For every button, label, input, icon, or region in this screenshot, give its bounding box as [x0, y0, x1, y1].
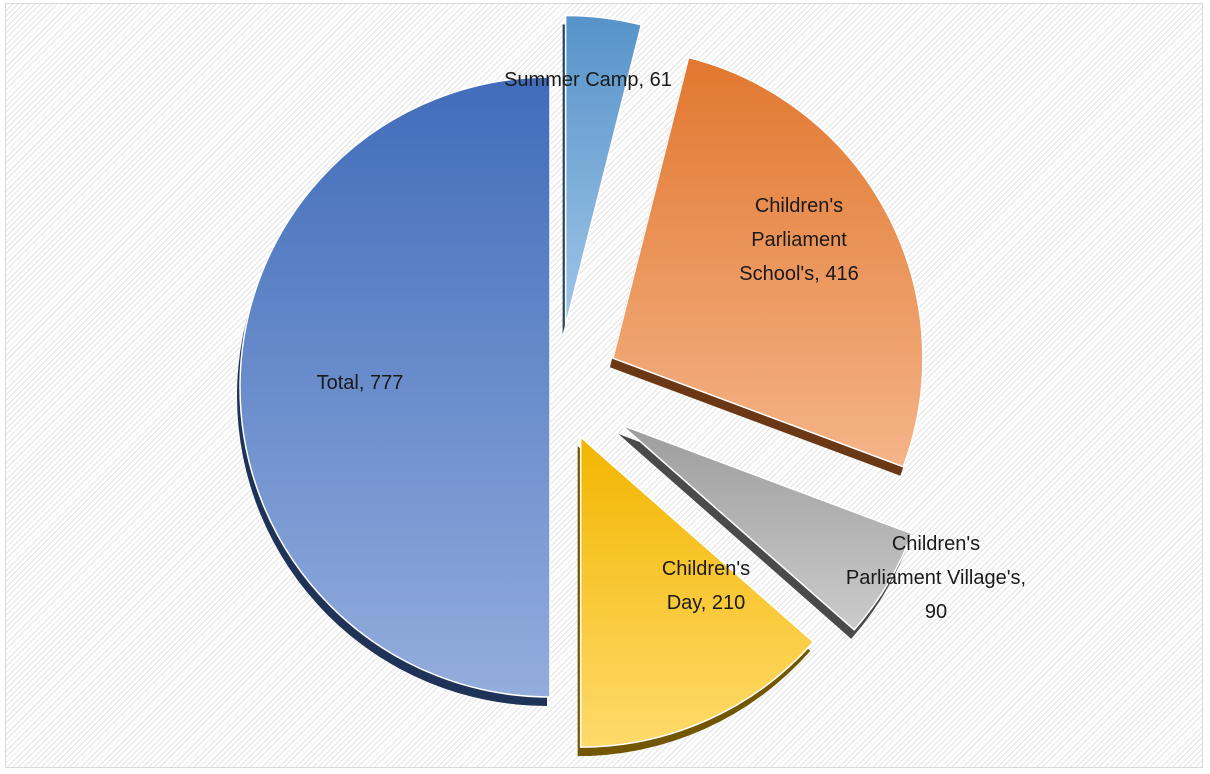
slice-label-children-s-day: Children's Day, 210: [662, 558, 750, 614]
slice-label-total: Total, 777: [317, 372, 404, 394]
pie-chart: Summer Camp, 61 Children's Parliament Schoo…: [237, 14, 1026, 757]
slice-summer-camp[interactable]: [564, 14, 643, 326]
slice-label-summer-camp: Summer Camp, 61: [504, 69, 672, 91]
chart-area: Summer Camp, 61 Children's Parliament Schoo…: [5, 3, 1203, 768]
slice-layer: [239, 14, 924, 748]
slice-children-s-day[interactable]: [579, 435, 815, 748]
slice-label-children-s-parliament-village-s: Children's Parliament Village's, 90: [846, 533, 1026, 623]
slice-total[interactable]: [239, 76, 551, 698]
slice-children-s-parliament-village-s[interactable]: [620, 424, 913, 631]
slice-label-children-s-parliament-school-s: Children's Parliament School's, 416: [739, 195, 858, 285]
label-layer: Summer Camp, 61 Children's Parliament Schoo…: [317, 69, 1026, 623]
slice-children-s-parliament-school-s[interactable]: [612, 56, 924, 468]
